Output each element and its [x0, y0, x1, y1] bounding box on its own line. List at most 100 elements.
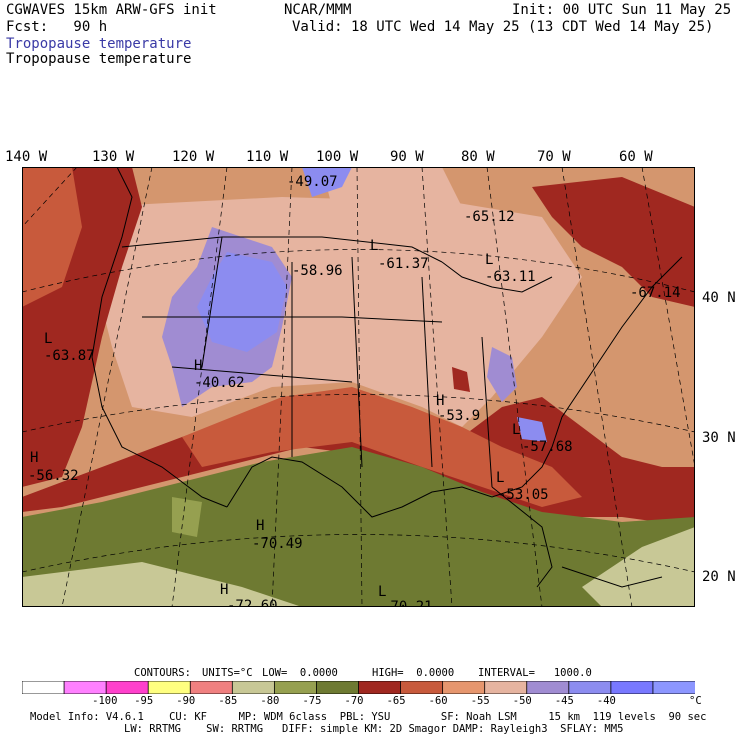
model-title: CGWAVES 15km ARW-GFS init [6, 2, 217, 18]
map-annotation: L [485, 252, 494, 268]
contours-label: CONTOURS: [134, 667, 191, 679]
map-annotation: -57.68 [522, 439, 573, 455]
map-annotation: -58.96 [292, 263, 343, 279]
colorbar-swatch [316, 681, 360, 694]
colorbar-tick-label: -40 [596, 695, 616, 707]
lon-label: 140 W [5, 149, 48, 165]
map-annotation: L [512, 422, 521, 438]
colorbar-swatch [231, 681, 276, 694]
map-annotation: -67.14 [630, 285, 681, 301]
field-region-olive [22, 447, 695, 607]
lon-label: 60 W [619, 149, 653, 165]
map-annotation: -61.37 [378, 256, 429, 272]
lon-label: 120 W [172, 149, 215, 165]
high-label: HIGH= 0.0000 [372, 667, 455, 679]
map-annotation: -70.21 [382, 600, 433, 607]
colorbar-tick-label: -65 [386, 695, 406, 707]
map-annotation: -63.11 [485, 269, 536, 285]
field-title-contour: Tropopause temperature [6, 51, 192, 67]
colorbar-swatch [22, 681, 65, 694]
colorbar [22, 681, 695, 694]
colorbar-swatch [63, 681, 108, 694]
map-annotation: -40.62 [194, 375, 245, 391]
field-region-blue-southeast [517, 417, 547, 442]
colorbar-swatch [568, 681, 612, 694]
lon-label: 70 W [537, 149, 571, 165]
colorbar-tick-label: -45 [554, 695, 574, 707]
colorbar-swatch [358, 681, 402, 694]
field-region-blue-north [302, 167, 352, 197]
field-region-olive-light [172, 497, 202, 537]
colorbar-tick-label: -90 [176, 695, 196, 707]
map-annotation: -72.60 [227, 599, 278, 607]
field-region-khaki-sw [22, 562, 302, 607]
field-title-shaded: Tropopause temperature [6, 36, 192, 52]
colorbar-tick-label: -50 [512, 695, 532, 707]
map-annotation: -49.07 [287, 174, 338, 190]
map-annotation: H [256, 518, 265, 534]
map-annotation: H [436, 393, 445, 409]
colorbar-tick-label: -75 [302, 695, 322, 707]
colorbar-swatch [526, 681, 570, 694]
lon-label: 80 W [461, 149, 495, 165]
map-annotation: -53.05 [498, 487, 549, 503]
colorbar-swatch [442, 681, 486, 694]
colorbar-swatch [400, 681, 444, 694]
map-annotation: L [496, 470, 505, 486]
map-annotation: -63.87 [44, 348, 95, 364]
map-annotation: H [30, 450, 39, 466]
lon-label: 90 W [390, 149, 424, 165]
map-border [22, 167, 695, 607]
valid-time: Valid: 18 UTC Wed 14 May 25 (13 CDT Wed … [292, 19, 714, 35]
forecast-hour: Fcst: 90 h [6, 19, 108, 35]
colorbar-swatch [610, 681, 654, 694]
map-annotation: -56.32 [28, 468, 79, 484]
lon-label: 130 W [92, 149, 135, 165]
institution-label: NCAR/MMM [284, 2, 352, 18]
colorbar-tick-label: -55 [470, 695, 490, 707]
map-annotation: -65.12 [464, 209, 515, 225]
field-region-red-northwest [22, 167, 82, 307]
boundaries [91, 167, 683, 588]
colorbar-swatch [147, 681, 192, 694]
map-annotation: L [44, 331, 53, 347]
map-annotation: L [378, 584, 387, 600]
graticule [22, 167, 695, 607]
lat-label: 20 N [702, 569, 736, 585]
colorbar-tick-label: -95 [134, 695, 154, 707]
map-annotation: H [220, 582, 229, 598]
map-field-svg [22, 167, 695, 607]
interval-label: INTERVAL= 1000.0 [478, 667, 592, 679]
colorbar-swatch [652, 681, 695, 694]
colorbar-swatch [484, 681, 528, 694]
field-region-khaki-se [582, 527, 695, 607]
units-label: UNITS=°C [202, 667, 253, 679]
colorbar-tick-label: -85 [218, 695, 238, 707]
colorbar-tick-label: -80 [260, 695, 280, 707]
lat-label: 30 N [702, 430, 736, 446]
map-annotation: -53.9 [438, 408, 481, 424]
model-info-line2: LW: RRTMG SW: RRTMG DIFF: simple KM: 2D … [124, 723, 624, 735]
colorbar-swatch [189, 681, 234, 694]
colorbar-tick-label: -60 [428, 695, 448, 707]
colorbar-tick-label: -100 [92, 695, 118, 707]
map-annotation: -70.49 [252, 536, 303, 552]
field-region-pink-north [322, 167, 462, 227]
field-region-red-south [182, 387, 582, 507]
colorbar-swatch [105, 681, 150, 694]
lon-label: 110 W [246, 149, 289, 165]
map-annotation: L [370, 238, 379, 254]
map-annotation: H [194, 358, 203, 374]
low-label: LOW= 0.0000 [262, 667, 338, 679]
field-region-darkred-patch [452, 367, 470, 392]
init-time: Init: 00 UTC Sun 11 May 25 [512, 2, 732, 18]
field-region-blue-rockies [197, 252, 287, 352]
model-info-line1: Model Info: V4.6.1 CU: KF MP: WDM 6class… [30, 711, 707, 723]
field-region-darkred-east [532, 177, 695, 307]
field-region-lavender-east [487, 347, 517, 402]
colorbar-tick-label: -70 [344, 695, 364, 707]
colorbar-unit: °C [689, 695, 702, 707]
colorbar-swatch [273, 681, 318, 694]
lon-label: 100 W [316, 149, 359, 165]
map-panel: -49.07 -65.12 L -61.37 -58.96 L -63.11 -… [22, 167, 695, 607]
